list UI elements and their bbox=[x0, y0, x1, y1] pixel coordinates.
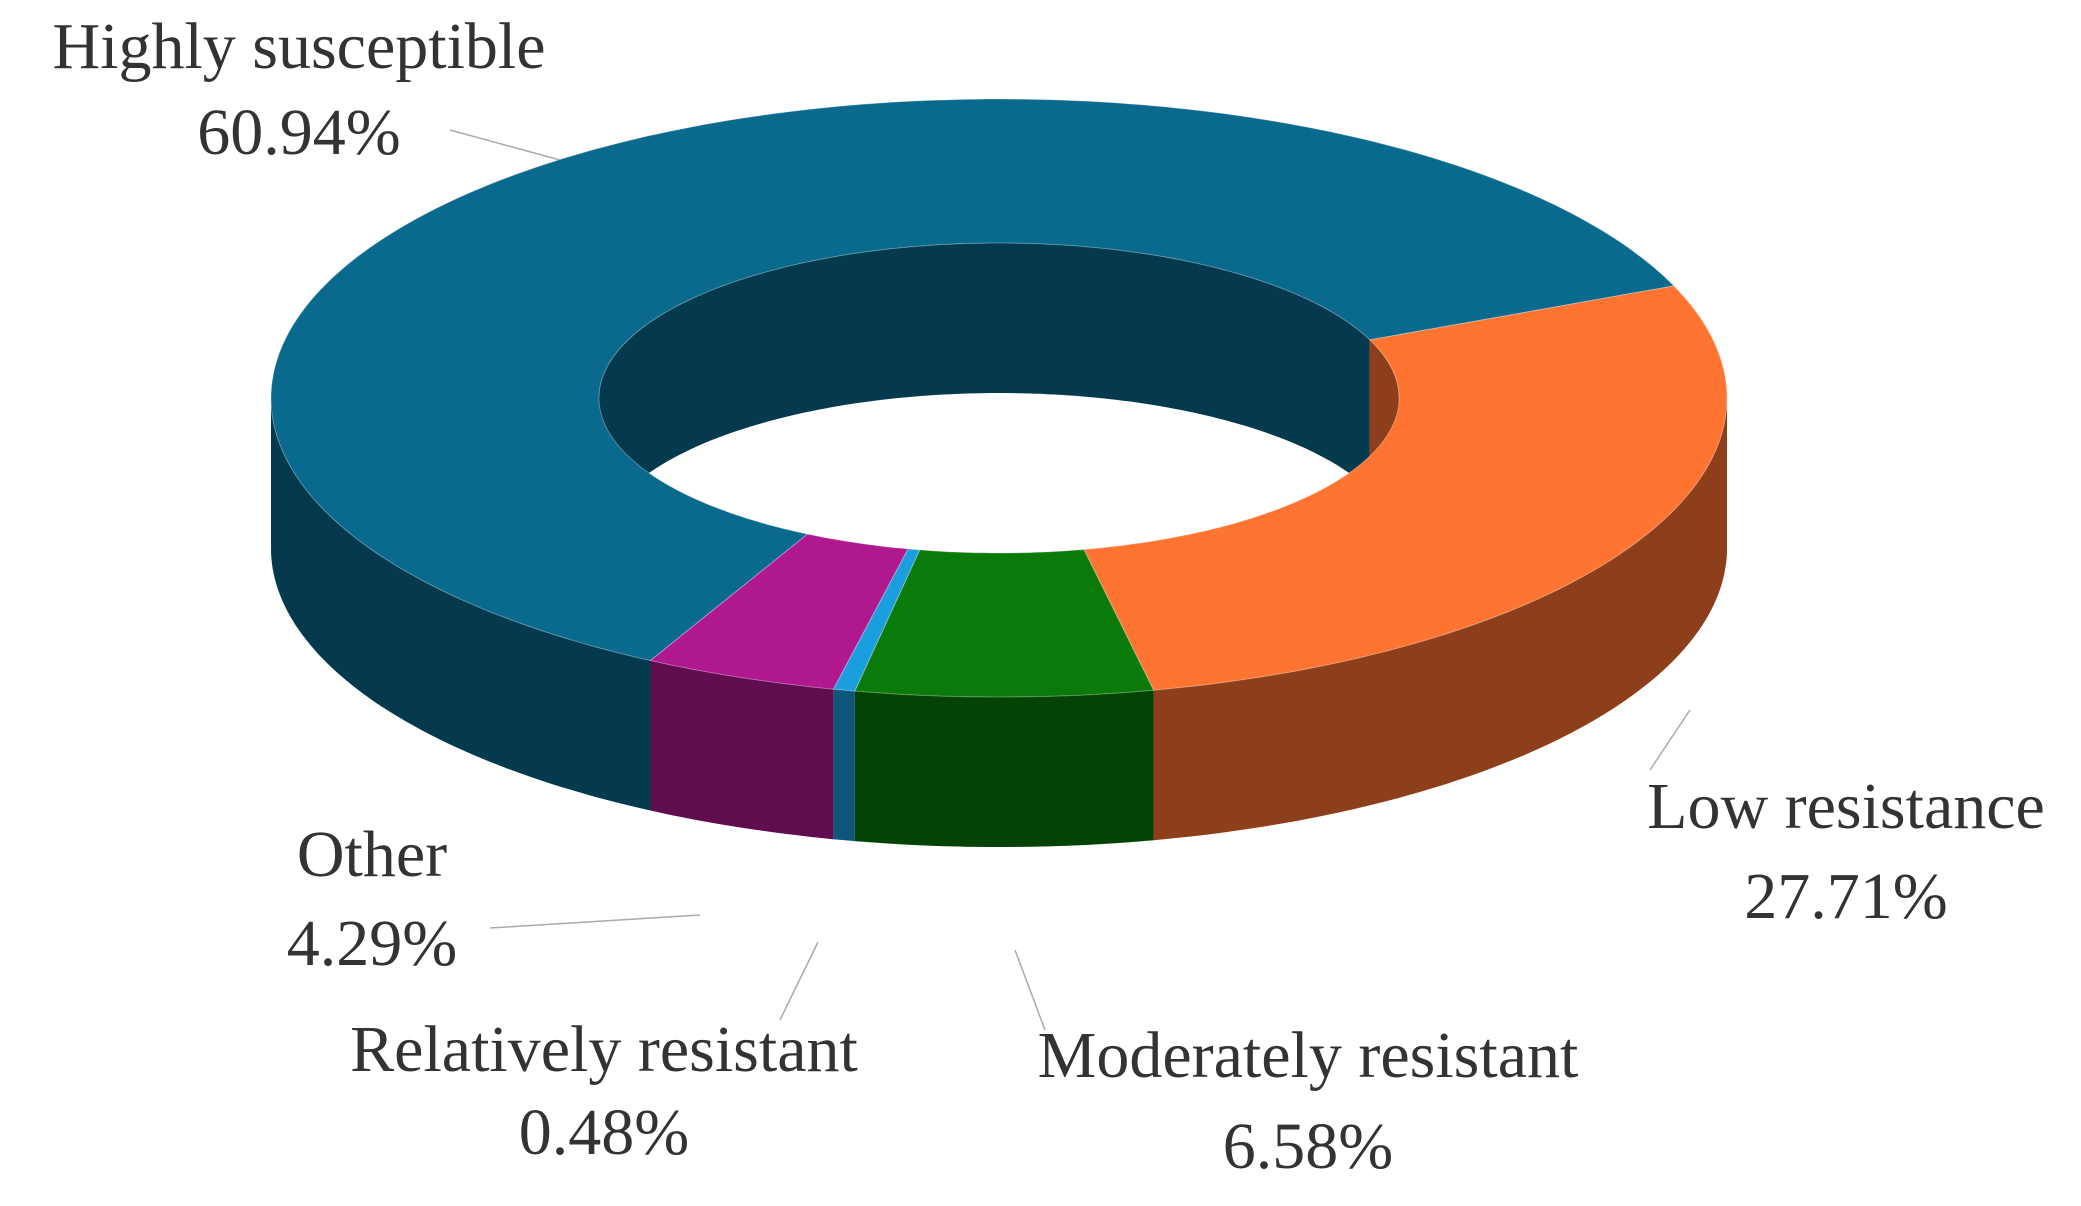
category-label: Other bbox=[297, 818, 447, 891]
outer-wall-shade bbox=[833, 689, 855, 842]
category-label: Highly susceptible bbox=[52, 10, 545, 83]
outer-wall-shade bbox=[271, 398, 651, 811]
outer-wall-shade bbox=[1153, 398, 1727, 841]
outer-wall bbox=[271, 398, 651, 811]
slice bbox=[649, 533, 909, 690]
leader-line bbox=[1649, 709, 1691, 771]
leader-line bbox=[489, 914, 701, 929]
value-label: 60.94% bbox=[197, 96, 400, 169]
inner-wall-shade bbox=[599, 243, 1370, 548]
leader-lines bbox=[449, 129, 1691, 1031]
leader-line bbox=[449, 129, 561, 161]
inner-wall bbox=[599, 243, 1370, 548]
outer-wall-shade bbox=[854, 690, 1154, 847]
value-label: 0.48% bbox=[519, 1096, 689, 1169]
value-label: 27.71% bbox=[1744, 860, 1947, 933]
value-label: 6.58% bbox=[1223, 1110, 1393, 1183]
category-label: Low resistance bbox=[1647, 770, 2045, 843]
outer-wall bbox=[854, 690, 1154, 847]
outer-wall bbox=[833, 689, 855, 842]
leader-line bbox=[1014, 949, 1046, 1031]
leader-line bbox=[779, 941, 819, 1021]
outer-wall bbox=[1153, 398, 1727, 841]
outer-wall-shade bbox=[650, 660, 834, 840]
category-label: Relatively resistant bbox=[350, 1013, 858, 1086]
category-label: Moderately resistant bbox=[1038, 1019, 1579, 1092]
value-label: 4.29% bbox=[287, 907, 457, 980]
outer-wall bbox=[650, 660, 834, 840]
